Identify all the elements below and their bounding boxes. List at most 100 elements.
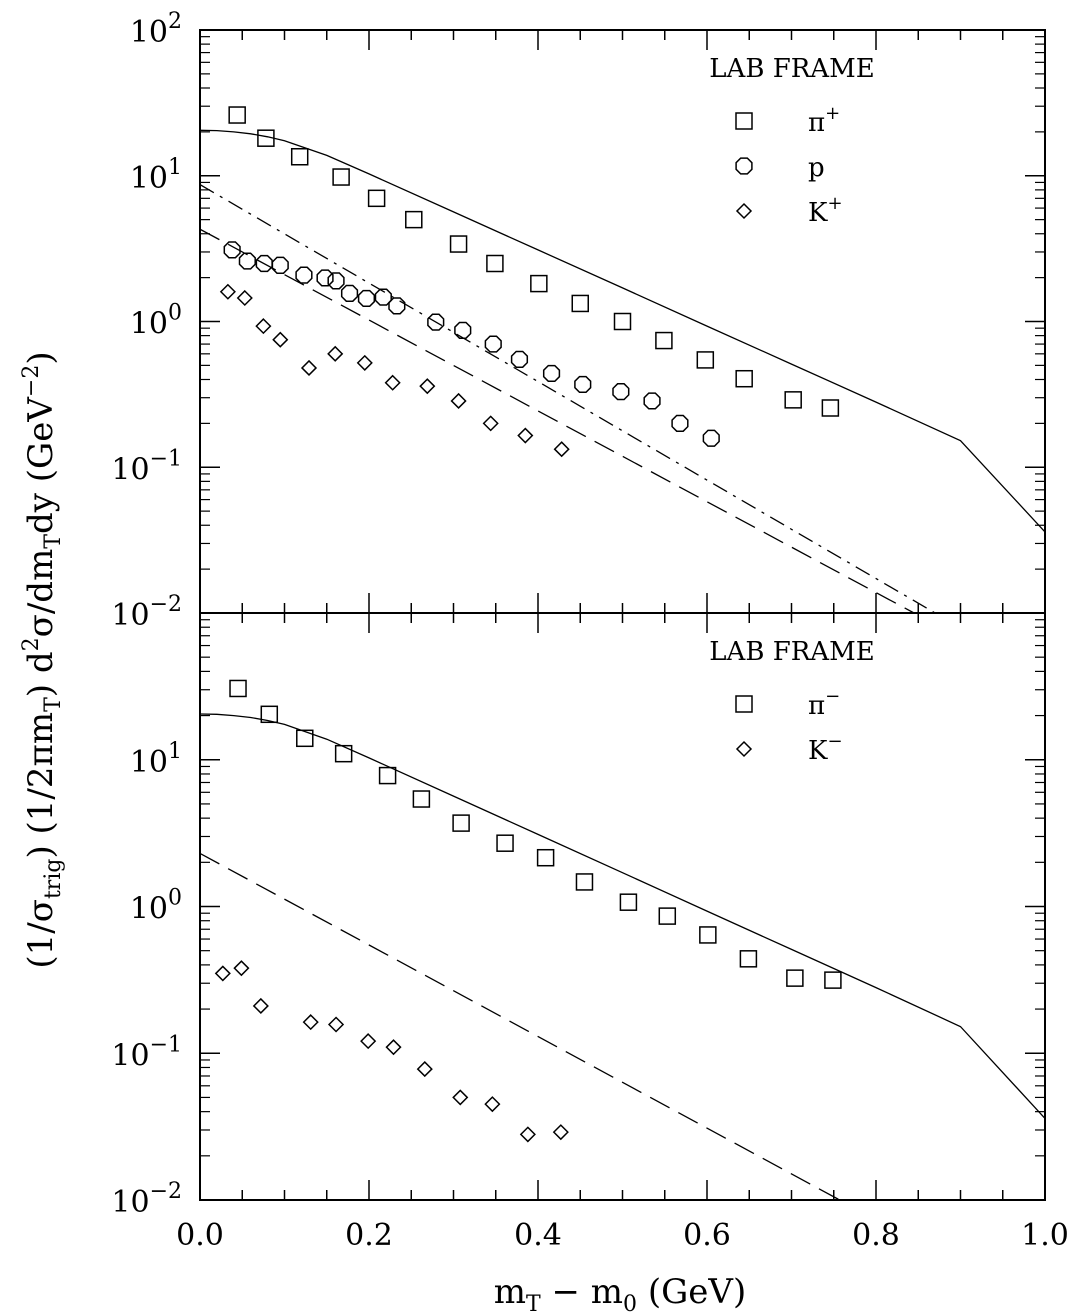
point-square bbox=[739, 950, 758, 968]
point-square bbox=[405, 210, 423, 229]
point-diamond bbox=[482, 415, 499, 432]
point-octagon bbox=[612, 383, 630, 401]
legend-label: p bbox=[808, 153, 825, 183]
point-square bbox=[658, 907, 677, 925]
point-square bbox=[452, 814, 470, 832]
point-square bbox=[412, 790, 431, 808]
point-square bbox=[229, 679, 247, 698]
point-square bbox=[228, 106, 246, 124]
point-octagon bbox=[388, 297, 406, 315]
y-tick-label: 101 bbox=[130, 155, 182, 196]
point-octagon bbox=[357, 289, 376, 308]
legend-label: K+ bbox=[808, 193, 843, 228]
model-curve-solid bbox=[200, 713, 1045, 1119]
point-square bbox=[334, 744, 353, 763]
point-octagon bbox=[454, 321, 472, 339]
y-tick-label: 10−2 bbox=[111, 592, 182, 633]
point-octagon bbox=[316, 269, 334, 287]
point-diamond bbox=[327, 345, 344, 362]
y-tick-label: 100 bbox=[130, 301, 182, 342]
point-diamond bbox=[252, 997, 269, 1015]
point-octagon bbox=[574, 375, 592, 394]
plot-frame bbox=[199, 29, 1046, 614]
point-diamond bbox=[272, 331, 289, 348]
point-square bbox=[821, 399, 840, 417]
legend-label: π+ bbox=[808, 103, 840, 138]
point-diamond bbox=[384, 374, 401, 391]
model-curve-dash-dot bbox=[200, 184, 936, 613]
point-octagon bbox=[702, 429, 720, 447]
point-octagon bbox=[671, 414, 689, 432]
point-square bbox=[257, 129, 275, 147]
point-square bbox=[786, 969, 804, 987]
point-diamond bbox=[385, 1039, 402, 1056]
point-square bbox=[735, 369, 753, 388]
point-diamond bbox=[519, 1126, 536, 1143]
point-diamond bbox=[416, 1061, 433, 1078]
y-tick-label: 100 bbox=[130, 886, 182, 927]
point-diamond bbox=[450, 392, 467, 410]
point-octagon bbox=[340, 284, 359, 302]
y-axis-label: (1/σtrig) (1/2πmT) d2σ/dmTdy (GeV−2) bbox=[19, 351, 66, 968]
point-octagon bbox=[295, 266, 313, 284]
point-square bbox=[332, 168, 350, 186]
point-diamond bbox=[300, 359, 318, 377]
legend-marker-square bbox=[735, 112, 753, 130]
legend-label: π− bbox=[808, 686, 840, 721]
legend-marker-diamond bbox=[735, 740, 753, 758]
point-diamond bbox=[484, 1096, 501, 1113]
y-tick-label: 10−2 bbox=[111, 1179, 182, 1220]
point-diamond bbox=[302, 1014, 319, 1031]
model-curve-solid bbox=[200, 129, 1045, 533]
point-diamond bbox=[214, 965, 231, 982]
point-diamond bbox=[552, 1124, 569, 1141]
point-octagon bbox=[238, 252, 256, 270]
point-octagon bbox=[643, 392, 661, 410]
point-square bbox=[378, 766, 397, 785]
point-square bbox=[296, 729, 314, 748]
point-diamond bbox=[553, 441, 570, 458]
x-axis-label: mT − m0 (GeV) bbox=[494, 1272, 746, 1315]
legend-marker-diamond bbox=[735, 202, 753, 220]
point-square bbox=[290, 148, 309, 166]
point-square bbox=[619, 893, 638, 911]
legend-marker-octagon bbox=[735, 157, 753, 175]
legend-title: LAB FRAME bbox=[709, 637, 874, 667]
legend-title: LAB FRAME bbox=[709, 54, 874, 84]
point-square bbox=[655, 331, 673, 350]
point-diamond bbox=[452, 1089, 469, 1106]
x-tick-label: 0.0 bbox=[176, 1218, 224, 1253]
y-tick-label: 10−1 bbox=[111, 1032, 182, 1073]
point-octagon bbox=[223, 241, 241, 259]
x-tick-label: 0.2 bbox=[345, 1218, 393, 1253]
x-tick-label: 0.4 bbox=[514, 1218, 562, 1253]
x-tick-label: 0.8 bbox=[852, 1218, 900, 1253]
point-square bbox=[571, 294, 589, 313]
point-square bbox=[784, 391, 802, 409]
point-diamond bbox=[219, 283, 236, 300]
point-square bbox=[496, 834, 514, 852]
legend-label: K− bbox=[808, 731, 843, 766]
point-octagon bbox=[255, 254, 273, 273]
point-square bbox=[536, 848, 555, 867]
point-octagon bbox=[510, 350, 529, 368]
point-diamond bbox=[419, 378, 436, 395]
point-square bbox=[486, 254, 504, 273]
plot-frame bbox=[199, 612, 1046, 1201]
model-curve-dashed bbox=[200, 228, 915, 613]
point-diamond bbox=[517, 427, 534, 444]
top-panel: 102 101 100 10−1 10−2 LAB FRAME π+ p K+ bbox=[111, 9, 1046, 633]
point-square bbox=[449, 235, 468, 253]
point-diamond bbox=[360, 1033, 377, 1050]
point-octagon bbox=[374, 288, 392, 306]
point-octagon bbox=[271, 256, 289, 274]
point-square bbox=[824, 971, 842, 989]
point-octagon bbox=[427, 313, 445, 331]
y-tick-label: 101 bbox=[130, 739, 182, 780]
point-octagon bbox=[484, 335, 502, 353]
point-octagon bbox=[327, 272, 345, 290]
legend-marker-square bbox=[735, 695, 753, 713]
point-octagon bbox=[542, 364, 561, 383]
model-curve-dashed bbox=[200, 852, 841, 1200]
